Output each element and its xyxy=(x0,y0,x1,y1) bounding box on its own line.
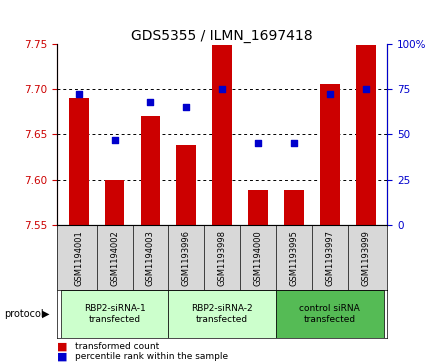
Text: GSM1194003: GSM1194003 xyxy=(146,230,155,286)
Bar xyxy=(69,98,88,225)
Text: transformed count: transformed count xyxy=(75,342,159,351)
Text: GSM1193995: GSM1193995 xyxy=(290,230,298,286)
Point xyxy=(290,140,297,146)
Text: control siRNA
transfected: control siRNA transfected xyxy=(300,304,360,324)
Point xyxy=(219,86,226,92)
Text: GSM1194000: GSM1194000 xyxy=(253,230,263,286)
Point xyxy=(75,91,82,97)
Point xyxy=(147,99,154,105)
Title: GDS5355 / ILMN_1697418: GDS5355 / ILMN_1697418 xyxy=(132,29,313,42)
Text: GSM1193998: GSM1193998 xyxy=(218,230,227,286)
Bar xyxy=(213,45,232,225)
Text: protocol: protocol xyxy=(4,309,44,319)
Point xyxy=(326,91,334,97)
Bar xyxy=(61,290,169,338)
Text: GSM1193997: GSM1193997 xyxy=(325,230,334,286)
Point xyxy=(183,104,190,110)
Point xyxy=(362,86,369,92)
Bar xyxy=(356,45,376,225)
Text: ▶: ▶ xyxy=(42,309,49,319)
Text: ■: ■ xyxy=(57,342,68,352)
Point xyxy=(255,140,262,146)
Text: GSM1193999: GSM1193999 xyxy=(361,230,370,286)
Bar xyxy=(176,145,196,225)
Bar xyxy=(169,290,276,338)
Text: ■: ■ xyxy=(57,351,68,362)
Text: RBP2-siRNA-1
transfected: RBP2-siRNA-1 transfected xyxy=(84,304,146,324)
Bar xyxy=(320,85,340,225)
Text: GSM1194002: GSM1194002 xyxy=(110,230,119,286)
Bar xyxy=(276,290,384,338)
Text: percentile rank within the sample: percentile rank within the sample xyxy=(75,352,228,361)
Bar xyxy=(105,180,125,225)
Point xyxy=(111,137,118,143)
Text: GSM1193996: GSM1193996 xyxy=(182,230,191,286)
Bar xyxy=(284,189,304,225)
Text: RBP2-siRNA-2
transfected: RBP2-siRNA-2 transfected xyxy=(191,304,253,324)
Bar xyxy=(248,189,268,225)
Bar xyxy=(141,116,160,225)
Text: GSM1194001: GSM1194001 xyxy=(74,230,83,286)
